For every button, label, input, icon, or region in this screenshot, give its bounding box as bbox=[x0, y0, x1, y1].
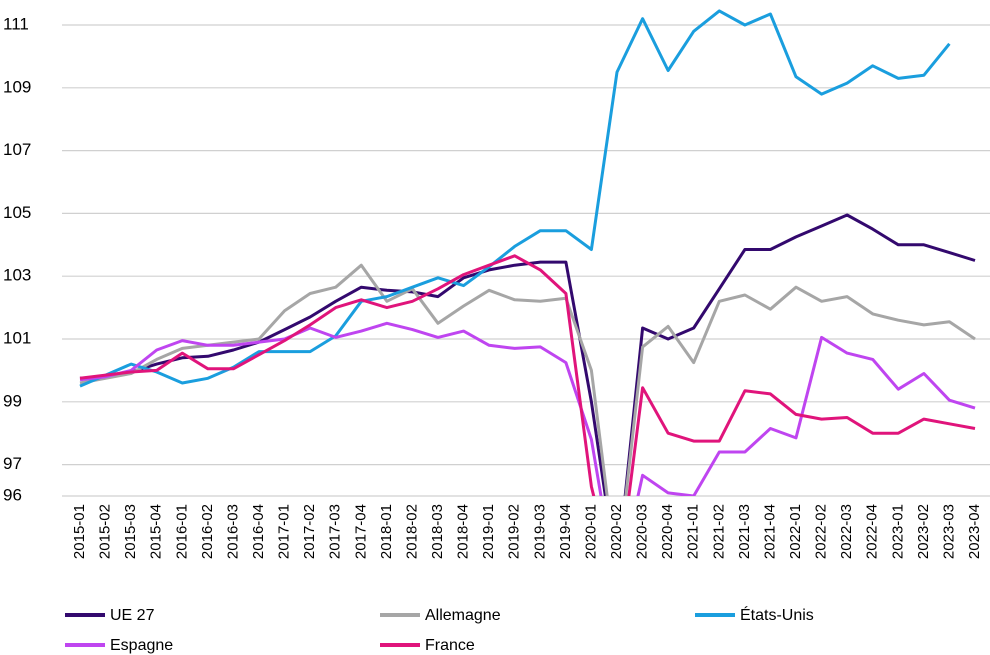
x-tick-label: 2017-01 bbox=[276, 504, 293, 559]
x-tick-label: 2015-04 bbox=[148, 504, 165, 559]
x-tick-label: 2016-03 bbox=[224, 504, 241, 559]
y-tick-label: 105 bbox=[3, 203, 31, 222]
x-tick-label: 2020-01 bbox=[582, 504, 599, 559]
legend-label: États-Unis bbox=[740, 605, 814, 624]
legend: UE 27 Allemagne États-Unis Espagne France bbox=[65, 605, 814, 654]
x-tick-label: 2022-04 bbox=[864, 504, 881, 559]
x-tick-label: 2022-01 bbox=[787, 504, 804, 559]
x-tick-label: 2021-03 bbox=[736, 504, 753, 559]
x-tick-label: 2021-02 bbox=[710, 504, 727, 559]
y-tick-label: 103 bbox=[3, 266, 31, 285]
x-tick-label: 2018-02 bbox=[403, 504, 420, 559]
x-tick-label: 2021-01 bbox=[685, 504, 702, 559]
x-tick-label: 2016-02 bbox=[199, 504, 216, 559]
series-line bbox=[79, 9, 951, 388]
x-tick-label: 2016-01 bbox=[173, 504, 190, 559]
x-tick-label: 2019-01 bbox=[480, 504, 497, 559]
series-line bbox=[79, 321, 976, 496]
grid bbox=[62, 24, 990, 497]
x-tick-label: 2020-04 bbox=[659, 504, 676, 559]
x-tick-label: 2023-03 bbox=[940, 504, 957, 559]
labels: 96 97 99 101 103 105 107 109 111 2015-01 2015-02 20… bbox=[3, 14, 983, 559]
x-tick-label: 2021-04 bbox=[761, 504, 778, 559]
y-tick-label: 109 bbox=[3, 77, 31, 96]
x-tick-label: 2023-02 bbox=[915, 504, 932, 559]
x-tick-label: 2019-04 bbox=[557, 504, 574, 559]
x-tick-label: 2023-01 bbox=[889, 504, 906, 559]
x-tick-label: 2019-02 bbox=[506, 504, 523, 559]
x-tick-label: 2015-03 bbox=[122, 504, 139, 559]
x-tick-label: 2016-04 bbox=[250, 504, 267, 559]
x-tick-label: 2019-03 bbox=[531, 504, 548, 559]
y-tick-label: 99 bbox=[3, 391, 22, 410]
x-tick-label: 2017-02 bbox=[301, 504, 318, 559]
legend-label: UE 27 bbox=[110, 607, 155, 624]
legend-label: France bbox=[425, 637, 475, 654]
x-tick-label: 2022-02 bbox=[813, 504, 830, 559]
legend-label: Allemagne bbox=[425, 607, 501, 624]
x-tick-label: 2023-04 bbox=[966, 504, 983, 559]
x-tick-label: 2015-01 bbox=[71, 504, 88, 559]
x-tick-label: 2015-02 bbox=[97, 504, 114, 559]
x-tick-label: 2022-03 bbox=[838, 504, 855, 559]
x-tick-label: 2020-02 bbox=[608, 504, 625, 559]
y-tick-label: 107 bbox=[3, 140, 31, 159]
x-tick-label: 2017-04 bbox=[352, 504, 369, 559]
lines bbox=[79, 9, 976, 496]
y-tick-label: 101 bbox=[3, 328, 31, 347]
legend-label: Espagne bbox=[110, 637, 173, 654]
y-tick-label: 111 bbox=[3, 14, 29, 33]
series-line bbox=[79, 254, 976, 496]
x-tick-label: 2018-01 bbox=[378, 504, 395, 559]
y-tick-label: 96 bbox=[3, 485, 22, 504]
x-tick-label: 2018-04 bbox=[455, 504, 472, 559]
series-line bbox=[79, 263, 976, 496]
x-tick-label: 2020-03 bbox=[634, 504, 651, 559]
y-tick-label: 97 bbox=[3, 454, 22, 473]
x-tick-label: 2017-03 bbox=[327, 504, 344, 559]
x-tick-label: 2018-03 bbox=[429, 504, 446, 559]
